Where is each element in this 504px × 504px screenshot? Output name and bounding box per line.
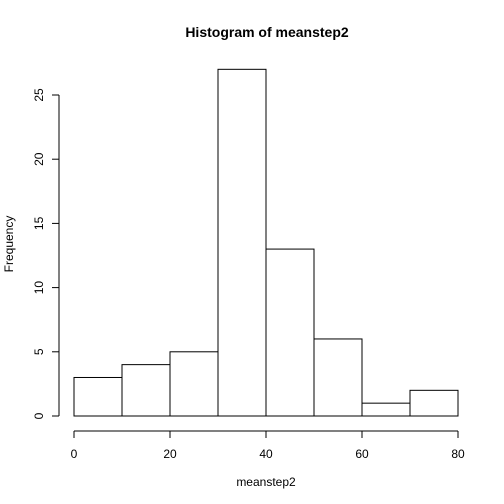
- x-tick-label: 20: [163, 447, 177, 461]
- histogram-bar: [313, 338, 363, 417]
- x-tick-label: 40: [259, 447, 273, 461]
- x-tick-label: 80: [451, 447, 465, 461]
- x-axis: 0 20 40 60 80: [71, 430, 465, 461]
- histogram-bar: [409, 389, 459, 417]
- histogram-bar: [217, 68, 267, 417]
- y-tick-label: 20: [32, 152, 46, 166]
- y-axis: 0 5 10 15 20 25: [32, 88, 60, 419]
- y-axis-label: Frequency: [2, 216, 16, 273]
- histogram-bar: [361, 402, 411, 417]
- histogram-bar: [169, 351, 219, 417]
- chart-title: Histogram of meanstep2: [185, 24, 349, 40]
- histogram-bar: [73, 376, 123, 417]
- x-tick-label: 0: [71, 447, 78, 461]
- histogram-bar: [121, 364, 171, 417]
- x-axis-label: meanstep2: [236, 475, 296, 489]
- bars-group: [73, 68, 459, 417]
- y-tick-label: 5: [32, 348, 46, 355]
- y-tick-label: 15: [32, 216, 46, 230]
- y-tick-label: 25: [32, 88, 46, 102]
- y-tick-label: 10: [32, 281, 46, 295]
- y-tick-label: 0: [32, 412, 46, 419]
- histogram-bar: [265, 248, 315, 417]
- x-tick-label: 60: [355, 447, 369, 461]
